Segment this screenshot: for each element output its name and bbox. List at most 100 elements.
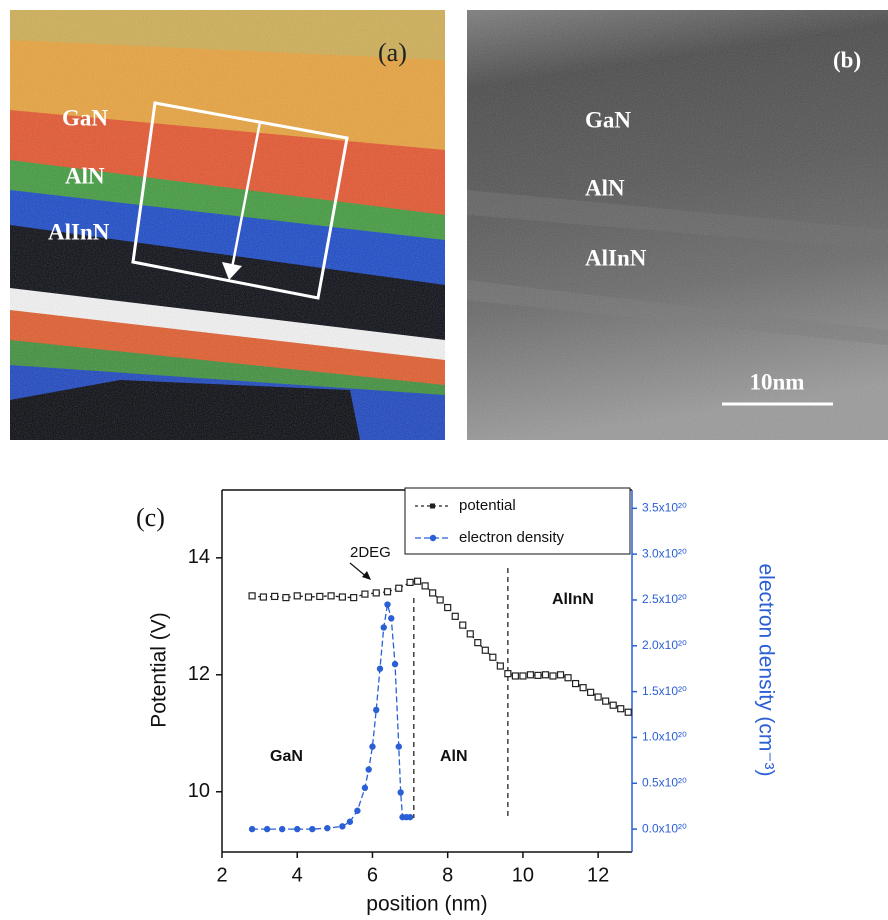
- point: [588, 689, 594, 695]
- point: [365, 766, 371, 772]
- point: [388, 615, 394, 621]
- point: [328, 593, 334, 599]
- point: [490, 654, 496, 660]
- point: [512, 673, 518, 679]
- point: [339, 823, 345, 829]
- point: [377, 666, 383, 672]
- point: [339, 594, 345, 600]
- y2-tick-label: 3.0x10²⁰: [642, 546, 687, 560]
- layer-label: AlN: [585, 175, 625, 200]
- point: [397, 789, 403, 795]
- point: [565, 675, 571, 681]
- point: [452, 613, 458, 619]
- legend-marker: [430, 504, 435, 509]
- panel-label: (b): [833, 47, 861, 72]
- point: [381, 624, 387, 630]
- x-tick-label: 12: [587, 864, 609, 886]
- layer-label: AlN: [65, 163, 105, 188]
- point: [482, 647, 488, 653]
- point: [373, 707, 379, 713]
- point: [362, 785, 368, 791]
- layer-label: GaN: [62, 105, 108, 130]
- annotation: GaN: [270, 748, 303, 765]
- point: [369, 743, 375, 749]
- scale-bar-label: 10nm: [750, 369, 805, 394]
- figure: (a) GaN AlN AlInN (b) GaN AlN AlInN 10nm…: [0, 0, 888, 920]
- point: [373, 590, 379, 596]
- y2-tick-label: 1.0x10²⁰: [642, 730, 687, 744]
- point: [558, 672, 564, 678]
- annotation: AlN: [440, 748, 468, 765]
- point: [610, 702, 616, 708]
- point: [550, 673, 556, 679]
- point: [294, 593, 300, 599]
- point: [351, 595, 357, 601]
- y2-tick-label: 0.0x10²⁰: [642, 821, 687, 835]
- y2-axis-title: electron density (cm⁻³): [754, 564, 777, 777]
- page: (a) GaN AlN AlInN (b) GaN AlN AlInN 10nm…: [0, 0, 888, 920]
- y2-tick-label: 3.5x10²⁰: [642, 501, 687, 515]
- y2-tick-label: 2.5x10²⁰: [642, 592, 687, 606]
- y-tick-label: 12: [188, 663, 210, 685]
- y-tick-label: 14: [188, 546, 210, 568]
- point: [437, 597, 443, 603]
- point: [520, 673, 526, 679]
- x-tick-label: 2: [216, 864, 227, 886]
- x-tick-label: 10: [512, 864, 534, 886]
- point: [542, 672, 548, 678]
- panel-label: (a): [378, 38, 407, 67]
- x-tick-label: 8: [442, 864, 453, 886]
- x-tick-label: 4: [292, 864, 303, 886]
- point: [580, 685, 586, 691]
- point: [407, 579, 413, 585]
- point: [396, 585, 402, 591]
- panel-label: (c): [136, 503, 165, 532]
- point: [347, 819, 353, 825]
- point: [306, 594, 312, 600]
- layer-label: AlInN: [48, 219, 110, 244]
- point: [260, 594, 266, 600]
- x-axis-title: position (nm): [366, 893, 487, 916]
- point: [415, 578, 421, 584]
- point: [392, 661, 398, 667]
- y-tick-label: 10: [188, 780, 210, 802]
- point: [595, 694, 601, 700]
- y2-tick-label: 2.0x10²⁰: [642, 638, 687, 652]
- annotation: 2DEG: [350, 544, 391, 561]
- point: [573, 681, 579, 687]
- point: [603, 698, 609, 704]
- y-axis-title: Potential (V): [148, 612, 171, 728]
- point: [384, 601, 390, 607]
- point: [460, 622, 466, 628]
- point: [264, 826, 270, 832]
- panel-b-image: [467, 10, 888, 440]
- point: [354, 808, 360, 814]
- point: [272, 593, 278, 599]
- point: [618, 706, 624, 712]
- annotation: AlInN: [552, 591, 594, 608]
- point: [309, 826, 315, 832]
- point: [385, 589, 391, 595]
- point: [249, 593, 255, 599]
- legend-marker: [430, 535, 436, 541]
- point: [249, 826, 255, 832]
- point: [279, 826, 285, 832]
- legend-label: electron density: [459, 529, 565, 546]
- point: [396, 743, 402, 749]
- y2-tick-label: 0.5x10²⁰: [642, 775, 687, 789]
- point: [407, 814, 413, 820]
- point: [505, 671, 511, 677]
- point: [324, 825, 330, 831]
- point: [445, 605, 451, 611]
- point: [422, 583, 428, 589]
- point: [283, 595, 289, 601]
- point: [467, 631, 473, 637]
- point: [535, 672, 541, 678]
- series-line: [252, 605, 410, 830]
- point: [317, 593, 323, 599]
- point: [497, 663, 503, 669]
- x-tick-label: 6: [367, 864, 378, 886]
- y2-tick-label: 1.5x10²⁰: [642, 684, 687, 698]
- legend-label: potential: [459, 497, 516, 514]
- annotation-arrow-head: [362, 571, 371, 580]
